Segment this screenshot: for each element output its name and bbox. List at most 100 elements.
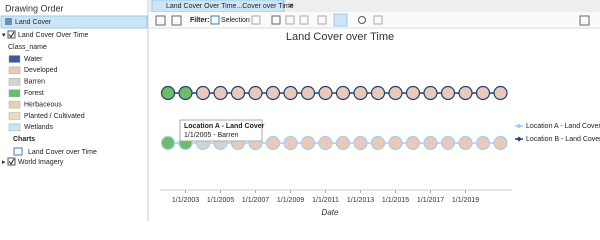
data-point[interactable]	[388, 85, 403, 101]
class-label: Forest	[24, 90, 44, 97]
tool-button[interactable]	[251, 15, 261, 25]
filter-icon[interactable]	[210, 15, 220, 25]
data-point[interactable]	[458, 135, 473, 151]
data-point[interactable]	[283, 85, 298, 101]
data-point[interactable]	[248, 85, 263, 101]
tool-button[interactable]	[373, 15, 383, 25]
tooltip-text: 1/1/2005 - Barren	[184, 132, 239, 139]
contents-pane	[0, 0, 148, 221]
data-point[interactable]	[370, 135, 386, 151]
tool-button[interactable]	[155, 15, 166, 26]
layer-name[interactable]: Land Cover	[15, 19, 52, 26]
checkbox[interactable]	[7, 157, 16, 166]
data-point[interactable]	[353, 135, 368, 151]
data-point[interactable]	[300, 85, 316, 101]
legend-marker	[517, 124, 521, 128]
data-point[interactable]	[265, 85, 281, 101]
tool-button[interactable]	[317, 15, 327, 25]
x-tick-label: 1/1/2011	[312, 197, 339, 204]
x-tick-label: 1/1/2003	[172, 197, 199, 204]
x-tick-label: 1/1/2017	[417, 197, 444, 204]
data-point[interactable]	[405, 85, 421, 101]
class-swatch	[8, 89, 21, 97]
data-point[interactable]	[405, 135, 421, 151]
data-point[interactable]	[370, 85, 386, 101]
x-tick-label: 1/1/2019	[452, 197, 479, 204]
data-point[interactable]	[300, 135, 316, 151]
tooltip-title: Location A - Land Cover	[184, 123, 265, 130]
charts-heading: Charts	[13, 136, 35, 143]
legend-label: Location B - Land Cover	[526, 136, 600, 143]
tool-button[interactable]	[171, 15, 182, 26]
tool-button[interactable]	[299, 15, 309, 25]
layer-icon	[5, 18, 12, 25]
tab-close[interactable]: ✕	[288, 3, 294, 10]
data-point[interactable]	[178, 85, 193, 101]
x-tick-label: 1/1/2015	[382, 197, 409, 204]
plot-area: 1/1/2003 1/1/2005 1/1/2007 1/1/2009 1/1/2011…	[160, 85, 512, 204]
data-point[interactable]	[353, 85, 368, 101]
data-point[interactable]	[265, 135, 281, 151]
app-window: Drawing Order Land Cover ▾ Land Cover Ov…	[0, 0, 600, 221]
expand-arrow[interactable]: ▸	[2, 159, 6, 166]
tab-title[interactable]: Land Cover Over Time...Cover over Time	[166, 3, 294, 10]
filter-selection[interactable]: Selection	[221, 17, 250, 24]
data-point[interactable]	[335, 135, 351, 151]
data-point[interactable]	[493, 135, 508, 151]
data-point[interactable]	[440, 135, 456, 151]
data-point[interactable]	[318, 135, 333, 151]
tool-button[interactable]	[271, 15, 281, 25]
layer-name[interactable]: Land Cover Over Time	[18, 32, 89, 39]
basemap-name[interactable]: World Imagery	[18, 159, 64, 166]
data-point[interactable]	[388, 135, 403, 151]
filter-label: Filter:	[190, 17, 209, 24]
x-axis-title: Date	[322, 208, 339, 217]
tool-button-active[interactable]	[333, 13, 348, 27]
pane-title: Drawing Order	[5, 3, 64, 13]
class-label: Barren	[24, 79, 45, 86]
class-label: Wetlands	[24, 124, 54, 131]
check-mark	[8, 158, 15, 165]
check-mark	[8, 31, 15, 38]
chart-title: Land Cover over Time	[286, 31, 394, 43]
tooltip-box	[179, 119, 263, 142]
data-point[interactable]	[160, 135, 176, 151]
x-tick-label: 1/1/2005	[207, 197, 234, 204]
legend-marker	[516, 136, 522, 142]
x-tick-label: 1/1/2009	[277, 197, 304, 204]
expand-arrow[interactable]: ▾	[2, 32, 6, 39]
data-point[interactable]	[423, 135, 438, 151]
chart-item[interactable]: Land Cover over Time	[28, 149, 97, 156]
class-swatch	[8, 123, 21, 132]
data-point[interactable]	[423, 85, 438, 101]
data-point[interactable]	[475, 85, 491, 101]
class-label: Herbaceous	[24, 101, 62, 108]
data-point[interactable]	[283, 135, 298, 151]
legend: Location A - Land Cover Location B - Land…	[515, 123, 600, 143]
class-label: Water	[24, 56, 43, 63]
class-field: Class_name	[8, 44, 47, 51]
data-point[interactable]	[493, 85, 508, 101]
class-legend: Water Developed Barren Forest Herbaceous Plan…	[8, 55, 85, 132]
data-point[interactable]	[195, 85, 211, 101]
class-swatch	[8, 55, 21, 63]
data-point[interactable]	[318, 85, 333, 101]
checkbox[interactable]	[7, 30, 16, 39]
data-point[interactable]	[335, 85, 351, 101]
class-label: Developed	[24, 67, 58, 74]
x-tick-label: 1/1/2013	[347, 197, 374, 204]
data-point[interactable]	[475, 135, 491, 151]
data-point[interactable]	[440, 85, 456, 101]
legend-label: Location A - Land Cover	[526, 123, 600, 130]
tool-button[interactable]	[579, 15, 590, 26]
class-swatch	[8, 66, 21, 75]
tooltip: Location A - Land Cover 1/1/2005 - Barre…	[179, 119, 265, 142]
data-point[interactable]	[160, 85, 176, 101]
tool-button[interactable]	[285, 15, 295, 25]
selected-layer-row[interactable]	[0, 15, 148, 29]
zoom-button[interactable]	[358, 16, 366, 24]
data-point[interactable]	[458, 85, 473, 101]
data-point[interactable]	[230, 85, 246, 101]
class-swatch	[8, 100, 21, 109]
data-point[interactable]	[213, 85, 228, 101]
